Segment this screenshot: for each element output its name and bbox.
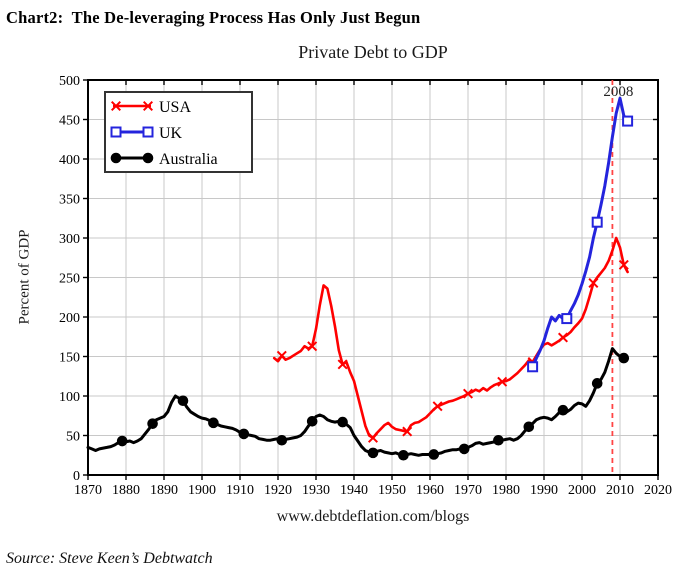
plot-border [87,79,659,476]
x-tick-label: 1930 [302,483,330,498]
chart-canvas: 1870 1880 1890 1900 1910 1920 1930 1940 1950 1960… [59,74,672,498]
square-marker [622,115,634,127]
legend-label-uk: UK [159,125,183,142]
annotation-2008: 2008 [603,84,633,100]
square-marker [561,313,573,325]
y-tick-label: 50 [66,430,80,445]
x-tick-label: 1940 [340,483,368,498]
x-marker [276,350,287,361]
y-tick-label: 250 [59,272,80,287]
x-marker [367,432,379,443]
series-usa [272,236,629,443]
y-tick-label: 500 [59,74,80,89]
x-tick-label: 2010 [606,483,634,498]
circle-marker [208,417,219,429]
x-tick-label: 1980 [492,483,520,498]
circle-marker [367,447,379,459]
square-marker [142,126,154,138]
chart-title: Private Debt to GDP [298,42,448,62]
y-tick-label: 150 [59,351,80,366]
x-marker [307,341,318,352]
y-tick-label: 200 [59,311,80,326]
x-marker [497,376,508,387]
chart-heading: Chart2: The De-leveraging Process Has On… [6,8,421,27]
x-tick-label: 1950 [378,483,406,498]
y-tick-label: 0 [73,469,80,484]
series-line-uk [531,96,630,369]
x-tick-label: 1910 [226,483,254,498]
y-tick-label: 300 [59,232,80,247]
x-marker [618,259,629,270]
url-note: www.debtdeflation.com/blogs [276,508,470,525]
x-tick-label: 1920 [264,483,292,498]
x-tick-label: 1960 [416,483,444,498]
x-tick-label: 1870 [74,483,102,498]
circle-marker [142,152,154,164]
y-tick-label: 400 [59,153,80,168]
x-marker [462,388,474,399]
series-line-usa [272,236,629,440]
circle-marker [591,378,603,389]
x-marker [588,278,599,289]
circle-marker [337,416,348,428]
square-marker [110,126,122,138]
circle-marker [557,404,569,416]
circle-marker [238,428,250,440]
x-marker [142,100,154,112]
circle-marker [306,415,318,427]
circle-marker [398,449,409,461]
circle-marker [116,435,128,447]
y-tick-label: 100 [59,390,80,405]
series-uk [527,96,634,373]
circle-marker [177,395,189,407]
x-tick-label: 1990 [530,483,558,498]
square-marker [527,361,539,373]
circle-marker [523,421,535,433]
x-marker [110,100,122,112]
x-tick-label: 1970 [454,483,482,498]
x-marker [337,359,348,370]
x-marker [432,401,443,412]
x-tick-label: 2000 [568,483,596,498]
y-tick-label: 350 [59,193,80,208]
circle-marker [493,434,504,446]
circle-marker [428,449,440,460]
x-tick-label: 2020 [644,483,672,498]
circle-marker [276,434,288,446]
x-marker [557,332,569,343]
square-marker [591,216,603,228]
x-marker [402,426,413,437]
legend-label-usa: USA [159,99,191,116]
circle-marker [110,152,122,164]
x-tick-label: 1890 [150,483,178,498]
x-tick-label: 1880 [112,483,140,498]
circle-marker [458,443,470,455]
circle-marker [618,352,630,364]
source-note: Source: Steve Keen’s Debtwatch [6,550,213,567]
series-line-australia [86,347,626,457]
legend-label-australia: Australia [159,151,218,168]
series-australia [86,347,630,461]
y-tick-label: 450 [59,114,80,129]
circle-marker [147,418,158,429]
x-tick-label: 1900 [188,483,216,498]
legend: USA UK Australia [104,91,253,173]
